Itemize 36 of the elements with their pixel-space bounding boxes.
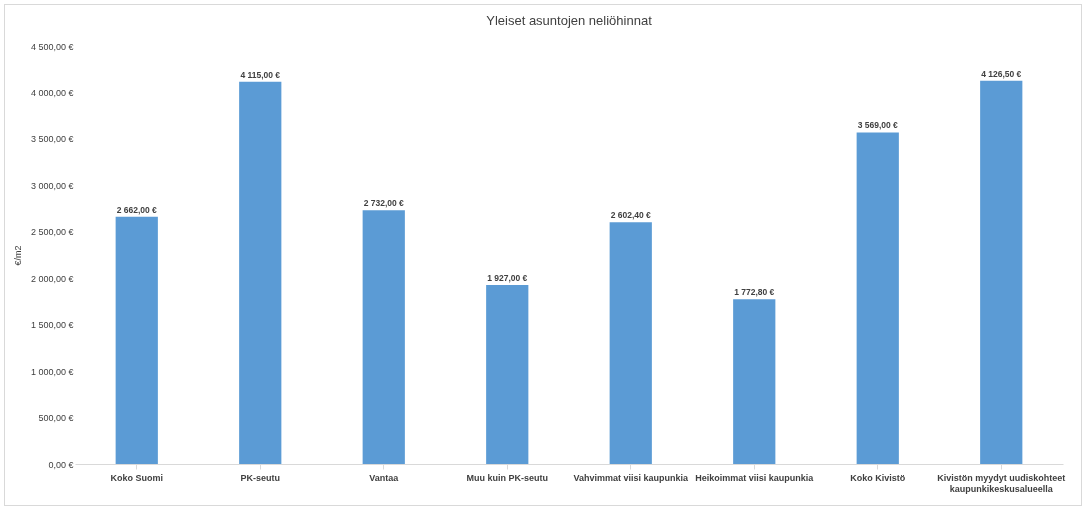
bar: [856, 132, 899, 464]
bar: [733, 299, 776, 464]
data-label: 1 772,80 €: [734, 287, 775, 298]
x-tick-label: Muu kuin PK-seutu: [466, 472, 548, 483]
y-axis-title: €/m2: [12, 245, 23, 266]
data-label: 2 732,00 €: [363, 198, 405, 209]
y-tick-label: 0,00 €: [48, 459, 74, 470]
data-label: 4 115,00 €: [240, 69, 281, 80]
data-label: 3 569,00 €: [857, 120, 899, 131]
x-tick-label: Heikoimmat viisi kaupunkia: [695, 472, 815, 483]
bar: [239, 81, 282, 464]
x-tick-label: Kivistön myydyt uudiskohteet kaupunkikeskusalueella: [937, 472, 1066, 494]
x-tick-label: Vantaa: [369, 472, 400, 483]
y-tick-label: 4 000,00 €: [30, 87, 74, 98]
bar: [115, 216, 158, 464]
chart-title: Yleiset asuntojen neliöhinnat: [486, 13, 653, 28]
data-label: 2 662,00 €: [116, 204, 158, 215]
bar: [609, 222, 652, 464]
bar: [980, 80, 1023, 464]
y-tick-label: 3 000,00 €: [30, 180, 74, 191]
y-tick-label: 1 500,00 €: [30, 320, 74, 331]
y-tick-label: 4 500,00 €: [30, 41, 74, 52]
data-label: 4 126,50 €: [981, 68, 1022, 79]
data-label: 1 927,00 €: [487, 273, 528, 283]
y-tick-label: 2 000,00 €: [30, 273, 74, 284]
y-tick-label: 1 000,00 €: [30, 366, 74, 377]
y-tick-label: 500,00 €: [38, 413, 74, 424]
x-tick-label: Koko Kivistö: [850, 472, 906, 483]
x-tick-label: Vahvimmat viisi kaupunkia: [573, 472, 690, 483]
y-tick-label: 2 500,00 €: [30, 227, 74, 238]
data-label: 2 602,40 €: [610, 210, 652, 221]
x-tick-label: PK-seutu: [240, 472, 281, 483]
y-tick-label: 3 500,00 €: [30, 134, 74, 145]
bar: [486, 285, 529, 464]
bar: [362, 210, 405, 464]
x-tick-label: Koko Suomi: [110, 472, 164, 483]
